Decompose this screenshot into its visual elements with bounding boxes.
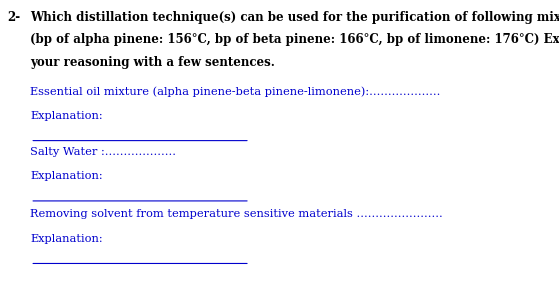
Text: Explanation:: Explanation: [30,171,103,181]
Text: Explanation:: Explanation: [30,234,103,244]
Text: Which distillation technique(s) can be used for the purification of following mi: Which distillation technique(s) can be u… [30,11,559,24]
Text: Removing solvent from temperature sensitive materials .......................: Removing solvent from temperature sensit… [30,210,443,219]
Text: Explanation:: Explanation: [30,111,103,121]
Text: Essential oil mixture (alpha pinene-beta pinene-limonene):...................: Essential oil mixture (alpha pinene-beta… [30,87,440,97]
Text: (bp of alpha pinene: 156°C, bp of beta pinene: 166°C, bp of limonene: 176°C) Exp: (bp of alpha pinene: 156°C, bp of beta p… [30,34,559,47]
Text: Salty Water :...................: Salty Water :................... [30,147,176,157]
Text: 2-: 2- [7,11,20,24]
Text: your reasoning with a few sentences.: your reasoning with a few sentences. [30,56,275,69]
